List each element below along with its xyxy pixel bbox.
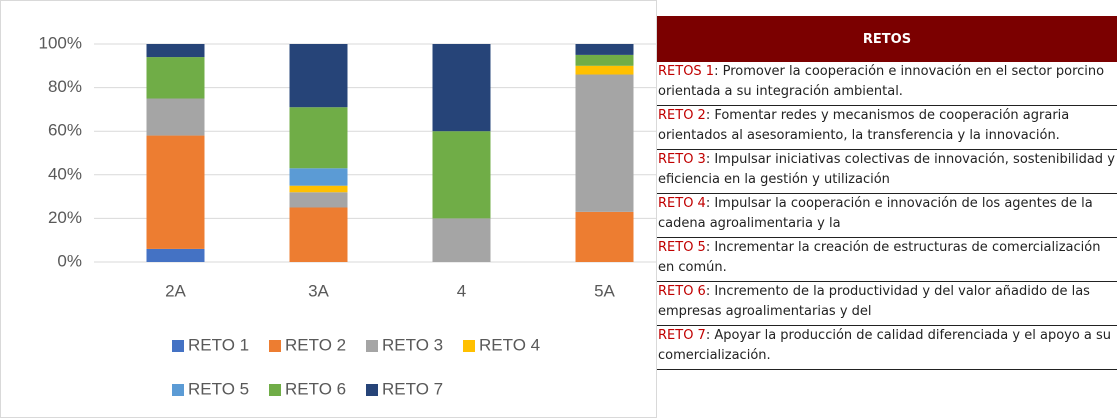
table-row: RETO 7: Apoyar la producción de calidad … xyxy=(657,326,1117,370)
bar-segment xyxy=(289,207,348,262)
bar-segment xyxy=(432,218,491,262)
y-tick-label: 20% xyxy=(48,208,82,227)
bar-segment xyxy=(146,135,205,249)
table-row: RETO 6: Incremento de la productividad y… xyxy=(657,282,1117,326)
reto-text: : Incrementar la creación de estructuras… xyxy=(658,240,1101,275)
bar-segment xyxy=(146,44,205,58)
y-tick-label: 60% xyxy=(48,121,82,140)
reto-text: : Impulsar la cooperación e innovación d… xyxy=(658,196,1093,231)
reto-label: RETO 3 xyxy=(658,152,706,167)
bar-segment xyxy=(575,74,634,212)
legend-swatch xyxy=(269,340,281,352)
x-tick-label: 5A xyxy=(594,281,615,300)
reto-text: : Apoyar la producción de calidad difere… xyxy=(658,328,1112,363)
legend-swatch xyxy=(172,384,184,396)
reto-text: : Incremento de la productividad y del v… xyxy=(658,284,1090,319)
reto-label: RETO 2 xyxy=(658,108,706,123)
bar-segment xyxy=(432,131,491,219)
retos-table: RETOS RETOS 1: Promover la cooperación e… xyxy=(657,16,1117,418)
table-row: RETO 5: Incrementar la creación de estru… xyxy=(657,238,1117,282)
x-tick-label: 4 xyxy=(457,281,466,300)
legend-label: RETO 2 xyxy=(285,335,346,354)
reto-label: RETOS 1 xyxy=(658,64,715,79)
legend-label: RETO 1 xyxy=(188,335,249,354)
legend-swatch xyxy=(366,340,378,352)
x-tick-label: 3A xyxy=(308,281,329,300)
legend-label: RETO 7 xyxy=(382,379,443,398)
bar-segment xyxy=(289,107,348,169)
reto-label: RETO 6 xyxy=(658,284,706,299)
bar-segment xyxy=(289,185,348,193)
bar-segment xyxy=(146,57,205,99)
table-row: RETOS 1: Promover la cooperación e innov… xyxy=(657,62,1117,106)
x-tick-label: 2A xyxy=(165,281,186,300)
bar-segment xyxy=(289,168,348,186)
bar-segment xyxy=(432,44,491,132)
table-row: RETO 4: Impulsar la cooperación e innova… xyxy=(657,194,1117,238)
legend-label: RETO 5 xyxy=(188,379,249,398)
table-header: RETOS xyxy=(657,16,1117,62)
y-tick-label: 100% xyxy=(39,33,82,52)
reto-label: RETO 7 xyxy=(658,328,706,343)
bar-segment xyxy=(289,44,348,108)
legend-swatch xyxy=(463,340,475,352)
bar-segment xyxy=(575,54,634,66)
reto-label: RETO 4 xyxy=(658,196,706,211)
reto-text: : Fomentar redes y mecanismos de coopera… xyxy=(658,108,1070,143)
reto-label: RETO 5 xyxy=(658,240,706,255)
y-tick-label: 80% xyxy=(48,77,82,96)
table-row: RETO 3: Impulsar iniciativas colectivas … xyxy=(657,150,1117,194)
bar-segment xyxy=(289,192,348,208)
bar-segment xyxy=(146,248,205,262)
chart: 0% 20% 40% 60% 80% 100% 2A 3A 4 5A RETO 1 RETO 2 RET… xyxy=(0,0,657,418)
y-tick-label: 0% xyxy=(57,251,82,270)
legend-swatch xyxy=(366,384,378,396)
legend-label: RETO 3 xyxy=(382,335,443,354)
bar-segment xyxy=(575,44,634,55)
legend-label: RETO 4 xyxy=(479,335,540,354)
legend-swatch xyxy=(172,340,184,352)
bar-segment xyxy=(575,65,634,75)
table-row: RETO 2: Fomentar redes y mecanismos de c… xyxy=(657,106,1117,150)
legend-swatch xyxy=(269,384,281,396)
bar-segment xyxy=(146,98,205,136)
reto-text: : Promover la cooperación e innovación e… xyxy=(658,64,1105,99)
y-tick-label: 40% xyxy=(48,164,82,183)
legend-label: RETO 6 xyxy=(285,379,346,398)
bar-segment xyxy=(575,211,634,262)
reto-text: : Impulsar iniciativas colectivas de inn… xyxy=(658,152,1115,187)
